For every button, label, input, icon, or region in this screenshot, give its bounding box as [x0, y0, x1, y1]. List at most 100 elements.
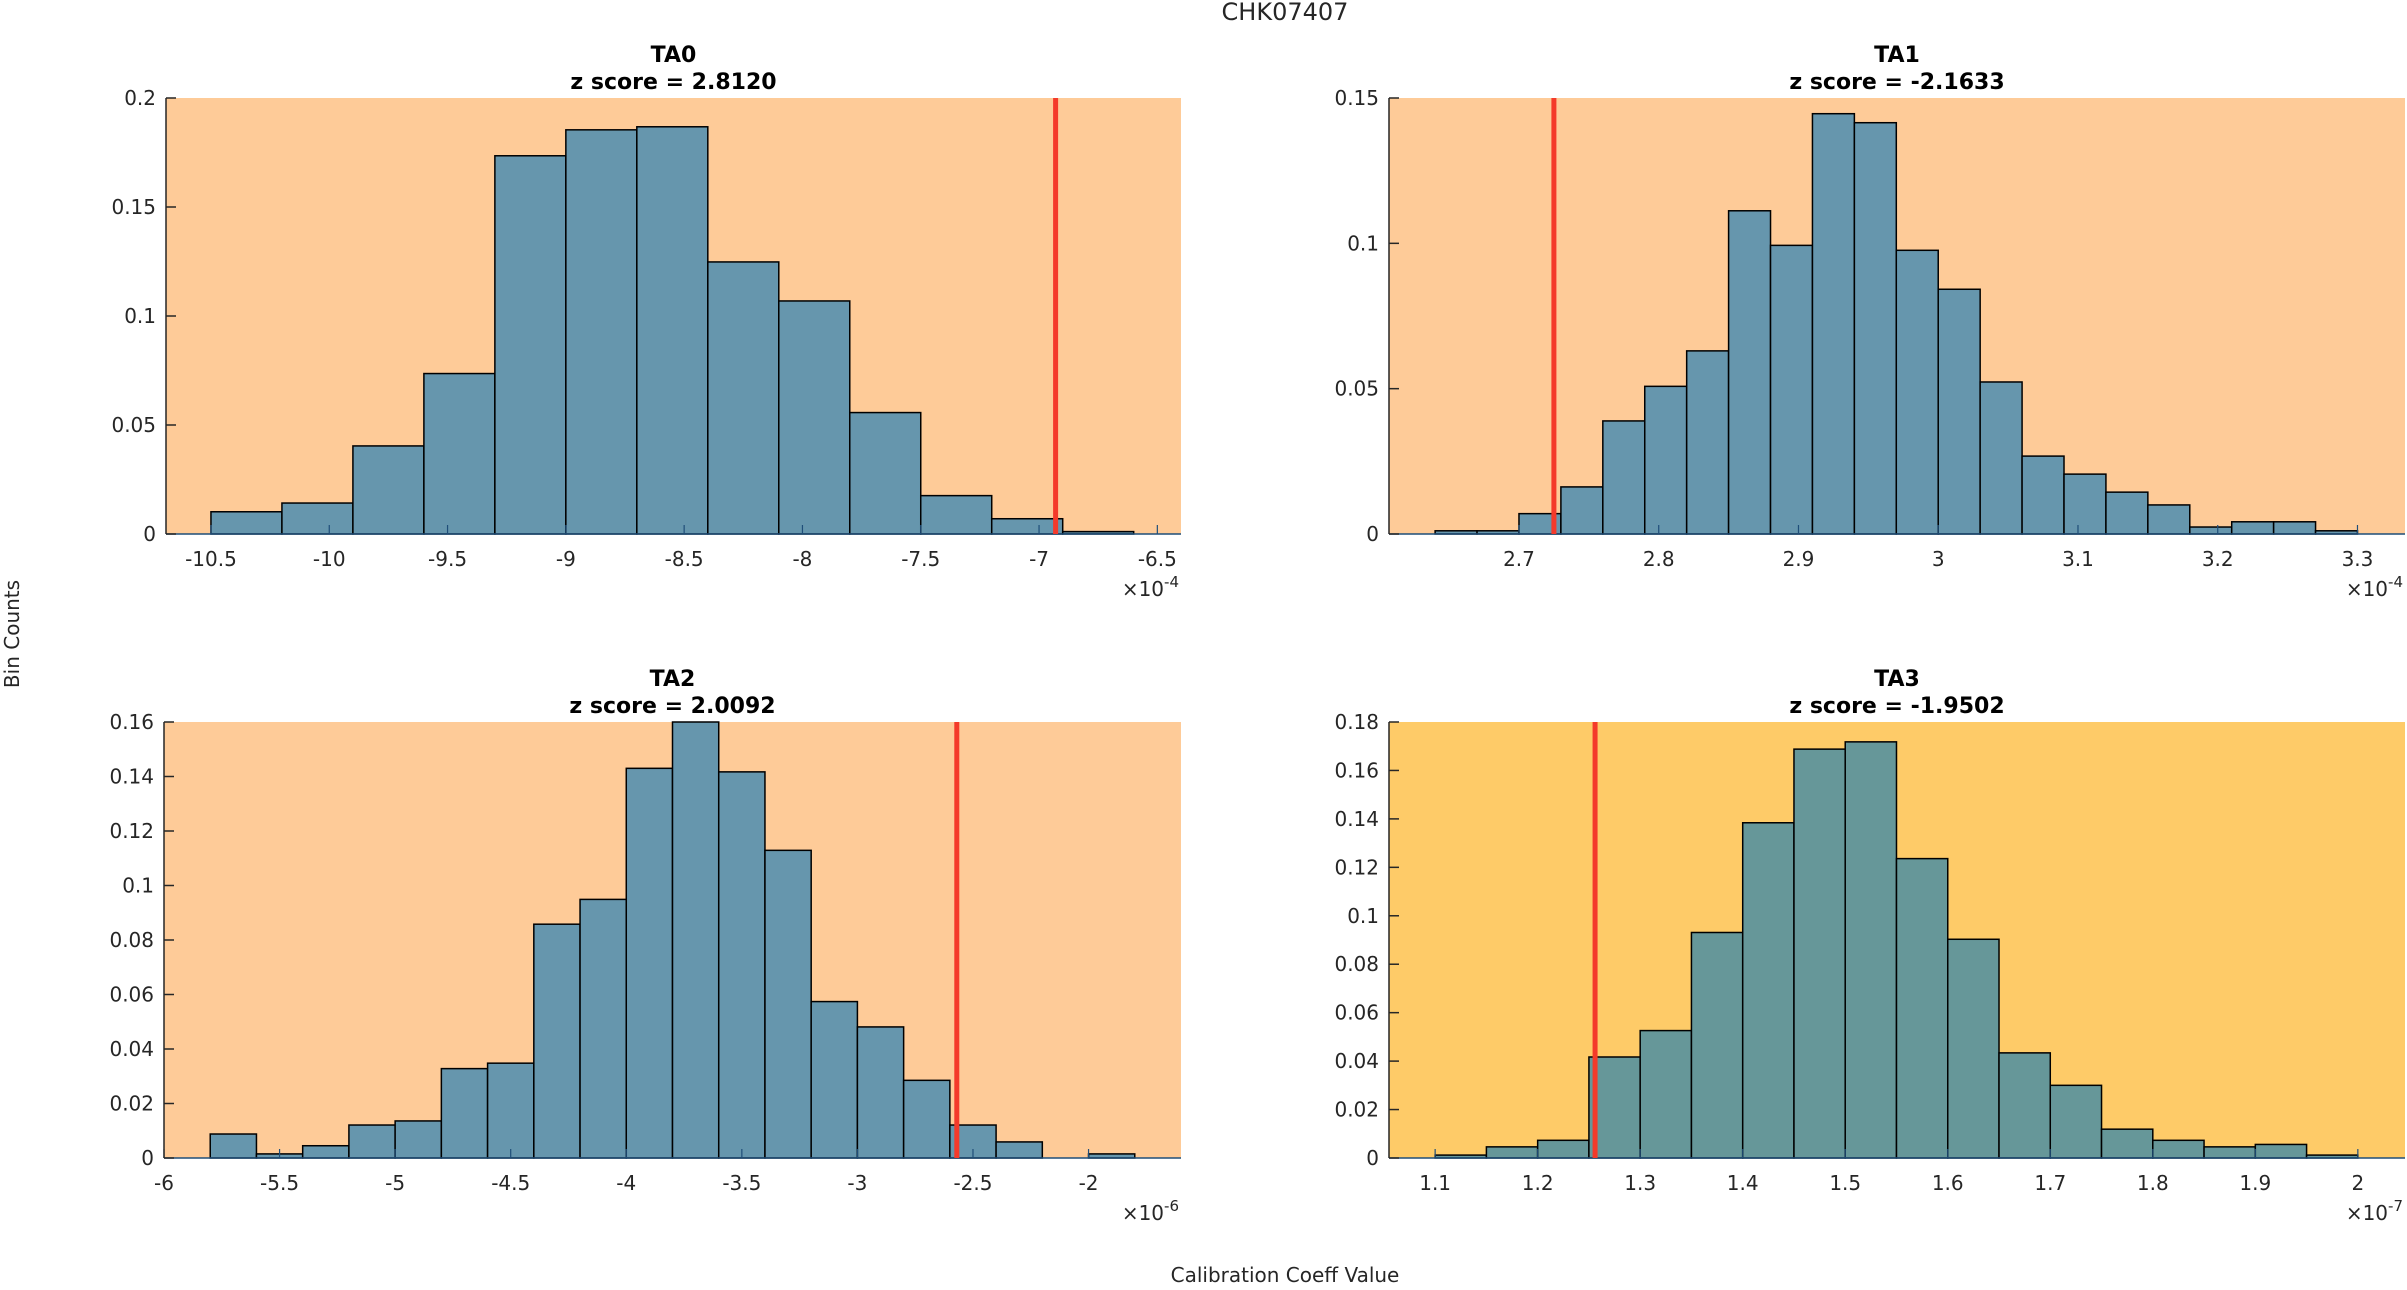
histogram-bar: [210, 511, 283, 535]
histogram-bar: [2100, 1128, 2154, 1159]
x-tick-label: -6.5: [1138, 547, 1177, 571]
histogram-bar: [671, 721, 720, 1159]
y-tick-label: 0.02: [1334, 1098, 1379, 1122]
x-tick-label: -10: [313, 547, 346, 571]
histogram-bar: [1946, 938, 2000, 1159]
x-tick-label: 3.2: [2202, 547, 2234, 571]
histogram-bar: [281, 502, 354, 535]
x-tick-label: 1.1: [1419, 1171, 1451, 1195]
subplot-zscore: z score = 2.0092: [569, 694, 775, 719]
histogram-bar: [565, 129, 638, 535]
histogram-bar: [764, 849, 812, 1159]
x-exponent-label: ×10-4: [1122, 573, 1179, 601]
histogram-bar: [1685, 350, 1730, 535]
histogram-bar: [209, 1133, 258, 1159]
histogram-bar: [1979, 381, 2023, 535]
y-tick-label: 0.06: [109, 983, 154, 1007]
histogram-bar: [1536, 1139, 1590, 1159]
histogram-bar: [1769, 244, 1814, 535]
x-tick-label: -6: [154, 1171, 174, 1195]
histogram-bar: [352, 445, 425, 535]
x-tick-label: 2: [2351, 1171, 2364, 1195]
y-tick-label: 0.04: [1334, 1049, 1379, 1073]
x-tick-label: -10.5: [185, 547, 237, 571]
histogram-bar: [2021, 455, 2065, 535]
histogram-bar: [1853, 121, 1898, 535]
histogram-bar: [1811, 112, 1856, 535]
y-tick-label: 0.08: [1334, 952, 1379, 976]
y-tick-label: 0.16: [109, 710, 154, 734]
x-tick-label: -5: [385, 1171, 405, 1195]
y-tick-label: 0.12: [1334, 855, 1379, 879]
x-tick-label: 1.6: [1932, 1171, 1964, 1195]
subplot-zscore: z score = -1.9502: [1789, 694, 2004, 719]
histogram-bar: [717, 771, 766, 1159]
y-tick-label: 0.06: [1334, 1001, 1379, 1025]
histogram-bar: [2152, 1139, 2205, 1159]
histogram-bar: [1844, 741, 1898, 1159]
y-tick-label: 0.15: [111, 195, 156, 219]
histogram-bar: [778, 300, 851, 535]
y-tick-label: 0.1: [1347, 231, 1379, 255]
x-tick-label: 1.4: [1727, 1171, 1759, 1195]
x-exponent-label: ×10-7: [2346, 1197, 2403, 1225]
x-tick-label: -3: [847, 1171, 867, 1195]
histogram-panel-ta2: -6 -5.5 -5 -4.5 -4 -3.5 -3 -2.5 -2 0 0.02 0.04 0.06 0…: [109, 667, 1181, 1225]
y-tick-label: 0.14: [109, 765, 154, 789]
x-tick-label: -3.5: [722, 1171, 761, 1195]
histogram-bar: [1690, 931, 1744, 1159]
y-tick-label: 0.02: [109, 1092, 154, 1116]
histogram-bar: [1937, 288, 1981, 535]
y-tick-label: 0: [1366, 1146, 1379, 1170]
histogram-bar: [533, 923, 581, 1159]
x-tick-label: -8: [792, 547, 812, 571]
histogram-bar: [707, 261, 780, 535]
x-tick-label: -9: [556, 547, 576, 571]
x-tick-label: 1.7: [2034, 1171, 2066, 1195]
x-tick-label: -7.5: [901, 547, 940, 571]
x-exponent-label: ×10-4: [2346, 573, 2403, 601]
y-tick-label: 0.12: [109, 819, 154, 843]
histogram-bar: [1895, 857, 1949, 1159]
histogram-bar: [301, 1144, 350, 1159]
histogram-bar: [486, 1062, 535, 1159]
y-tick-label: 0.18: [1334, 710, 1379, 734]
histogram-bar: [1602, 420, 1646, 535]
x-tick-label: 2.7: [1503, 547, 1535, 571]
x-tick-label: 3.3: [2342, 547, 2374, 571]
y-tick-label: 0: [1366, 522, 1379, 546]
histogram-bar: [2049, 1084, 2103, 1159]
subplot-title: TA1: [1874, 43, 1920, 68]
histogram-bar: [394, 1120, 443, 1159]
x-tick-label: -4.5: [491, 1171, 530, 1195]
histogram-bar: [2230, 521, 2275, 535]
y-tick-label: 0.05: [1334, 377, 1379, 401]
y-tick-label: 0.1: [1347, 904, 1379, 928]
x-exponent-label: ×10-6: [1122, 1197, 1179, 1225]
x-tick-label: -2: [1079, 1171, 1099, 1195]
histogram-bar: [2063, 473, 2107, 535]
histogram-bar: [440, 1067, 489, 1159]
histogram-bar: [1560, 486, 1604, 535]
y-tick-label: 0.15: [1334, 86, 1379, 110]
histogram-bar: [2189, 526, 2233, 535]
histogram-bar: [1727, 210, 1772, 535]
x-tick-label: -9.5: [428, 547, 467, 571]
subplot-zscore: z score = -2.1633: [1789, 70, 2004, 95]
x-tick-label: 1.2: [1522, 1171, 1554, 1195]
y-tick-label: 0.14: [1334, 807, 1379, 831]
x-tick-label: 1.8: [2137, 1171, 2169, 1195]
figure-title: CHK07407: [1221, 0, 1349, 26]
x-tick-label: 1.3: [1624, 1171, 1656, 1195]
histogram-bar: [1485, 1146, 1539, 1159]
y-tick-label: 0.05: [111, 413, 156, 437]
x-tick-label: 3.1: [2062, 547, 2094, 571]
x-tick-label: -8.5: [665, 547, 704, 571]
histogram-bar: [625, 767, 674, 1159]
x-tick-label: -2.5: [953, 1171, 992, 1195]
y-tick-label: 0.16: [1334, 758, 1379, 782]
histogram-bar: [919, 494, 993, 535]
histogram-bar: [1643, 385, 1688, 535]
